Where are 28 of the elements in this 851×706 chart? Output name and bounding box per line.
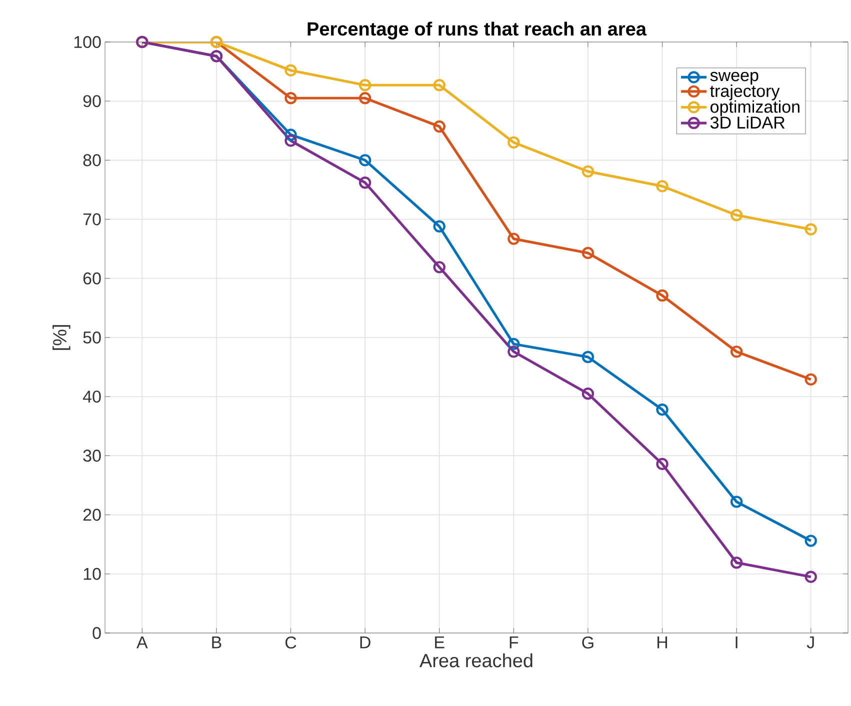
y-tick-label: 20: [83, 508, 101, 521]
x-tick-label: B: [212, 636, 222, 648]
x-tick-label: H: [658, 636, 668, 648]
y-tick-label: 40: [82, 390, 101, 403]
y-tick-label: 0: [92, 626, 101, 640]
y-tick-label: 70: [83, 213, 101, 226]
legend-label: sweep: [710, 72, 758, 85]
x-tick-label: A: [136, 636, 148, 648]
x-tick-label: G: [582, 636, 594, 649]
legend-label: optimization: [710, 100, 800, 116]
x-tick-label: C: [285, 636, 296, 649]
y-tick-label: 90: [83, 95, 101, 108]
y-tick-label: 10: [84, 568, 101, 580]
y-tick-label: 50: [83, 331, 101, 344]
chart-title: Percentage of runs that reach an area: [308, 22, 647, 40]
legend-label: 3D LiDAR: [710, 116, 785, 129]
y-tick-label: 80: [83, 154, 101, 166]
x-tick-label: F: [510, 636, 518, 648]
x-axis-title: Area reached: [420, 653, 532, 668]
y-tick-label: 30: [83, 450, 101, 462]
y-tick-label: 60: [83, 272, 101, 284]
x-tick-label: I: [736, 636, 738, 648]
x-tick-label: E: [435, 636, 444, 648]
y-tick-label: 100: [74, 36, 101, 48]
legend-label: trajectory: [710, 84, 780, 100]
x-tick-label: D: [360, 636, 370, 648]
x-tick-label: J: [806, 636, 814, 648]
y-axis-title: [%]: [52, 325, 70, 350]
